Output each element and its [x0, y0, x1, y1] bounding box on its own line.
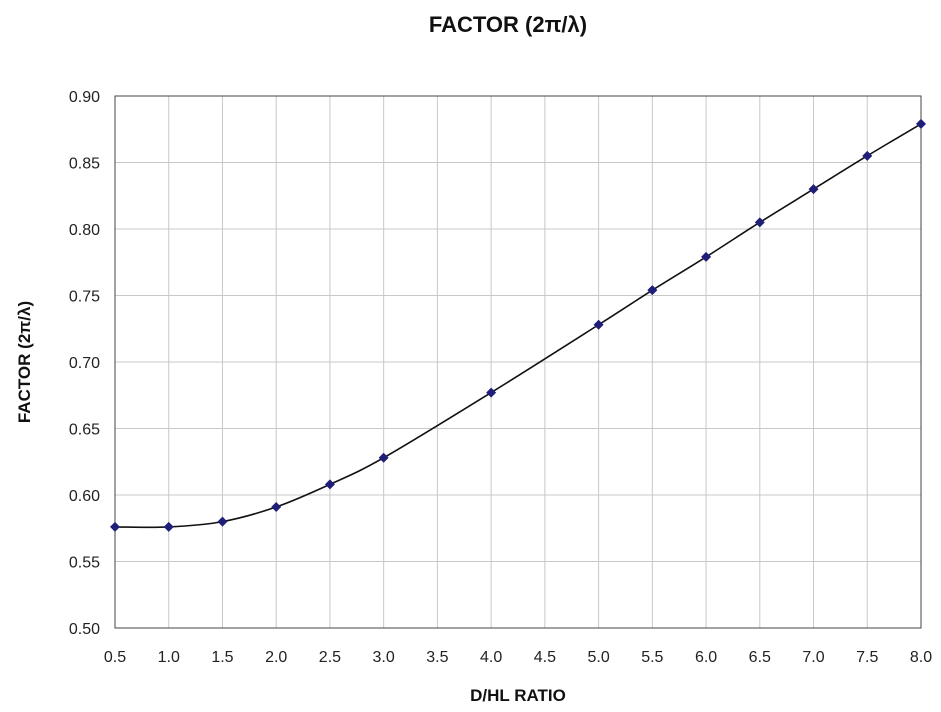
x-tick-label: 1.0: [158, 649, 180, 666]
x-tick-label: 5.0: [587, 649, 609, 666]
x-tick-label: 4.0: [480, 649, 502, 666]
x-tick-label: 3.0: [373, 649, 395, 666]
data-point: [754, 217, 765, 228]
y-tick-label: 0.90: [69, 89, 100, 106]
plot-frame: [114, 95, 922, 629]
y-tick-label: 0.85: [69, 156, 100, 173]
data-point: [271, 501, 282, 512]
data-point: [808, 184, 819, 195]
y-tick-label: 0.65: [69, 422, 100, 439]
x-tick-label: 5.5: [641, 649, 663, 666]
x-tick-labels: 0.5 1.0 1.5 2.0 2.5 3.0 3.5 4.0 4.5 5.0 5.5 6.0 6.5 7…: [104, 649, 932, 666]
y-tick-label: 0.75: [69, 289, 100, 306]
y-tick-label: 0.50: [69, 621, 100, 638]
data-point: [647, 285, 658, 296]
x-tick-label: 2.5: [319, 649, 341, 666]
data-point: [163, 521, 174, 532]
data-point: [110, 521, 120, 532]
x-tick-label: 0.5: [104, 649, 126, 666]
data-point: [701, 251, 712, 262]
data-point: [217, 516, 228, 527]
x-tick-label: 2.0: [265, 649, 287, 666]
x-tick-label: 7.0: [802, 649, 824, 666]
x-axis-title: D/HL RATIO: [470, 686, 566, 705]
data-point: [378, 452, 389, 463]
series-line: [114, 123, 922, 529]
grid: [114, 95, 922, 629]
x-tick-label: 6.0: [695, 649, 717, 666]
series: [110, 118, 926, 532]
data-point: [916, 118, 926, 129]
chart-title: FACTOR (2π/λ): [429, 12, 587, 37]
x-tick-label: 1.5: [211, 649, 233, 666]
x-tick-label: 4.5: [534, 649, 556, 666]
y-tick-label: 0.80: [69, 222, 100, 239]
y-tick-label: 0.55: [69, 555, 100, 572]
y-tick-label: 0.70: [69, 355, 100, 372]
y-tick-label: 0.60: [69, 488, 100, 505]
x-tick-label: 6.5: [749, 649, 771, 666]
x-tick-label: 3.5: [426, 649, 448, 666]
x-tick-label: 8.0: [910, 649, 932, 666]
data-point: [862, 150, 873, 161]
y-axis-title: FACTOR (2π/λ): [15, 301, 34, 423]
x-tick-label: 7.5: [856, 649, 878, 666]
y-tick-labels: 0.90 0.85 0.80 0.75 0.70 0.65 0.60 0.55 0.50: [69, 89, 100, 638]
data-point: [486, 387, 497, 398]
data-point: [593, 319, 604, 330]
data-point: [324, 479, 335, 490]
